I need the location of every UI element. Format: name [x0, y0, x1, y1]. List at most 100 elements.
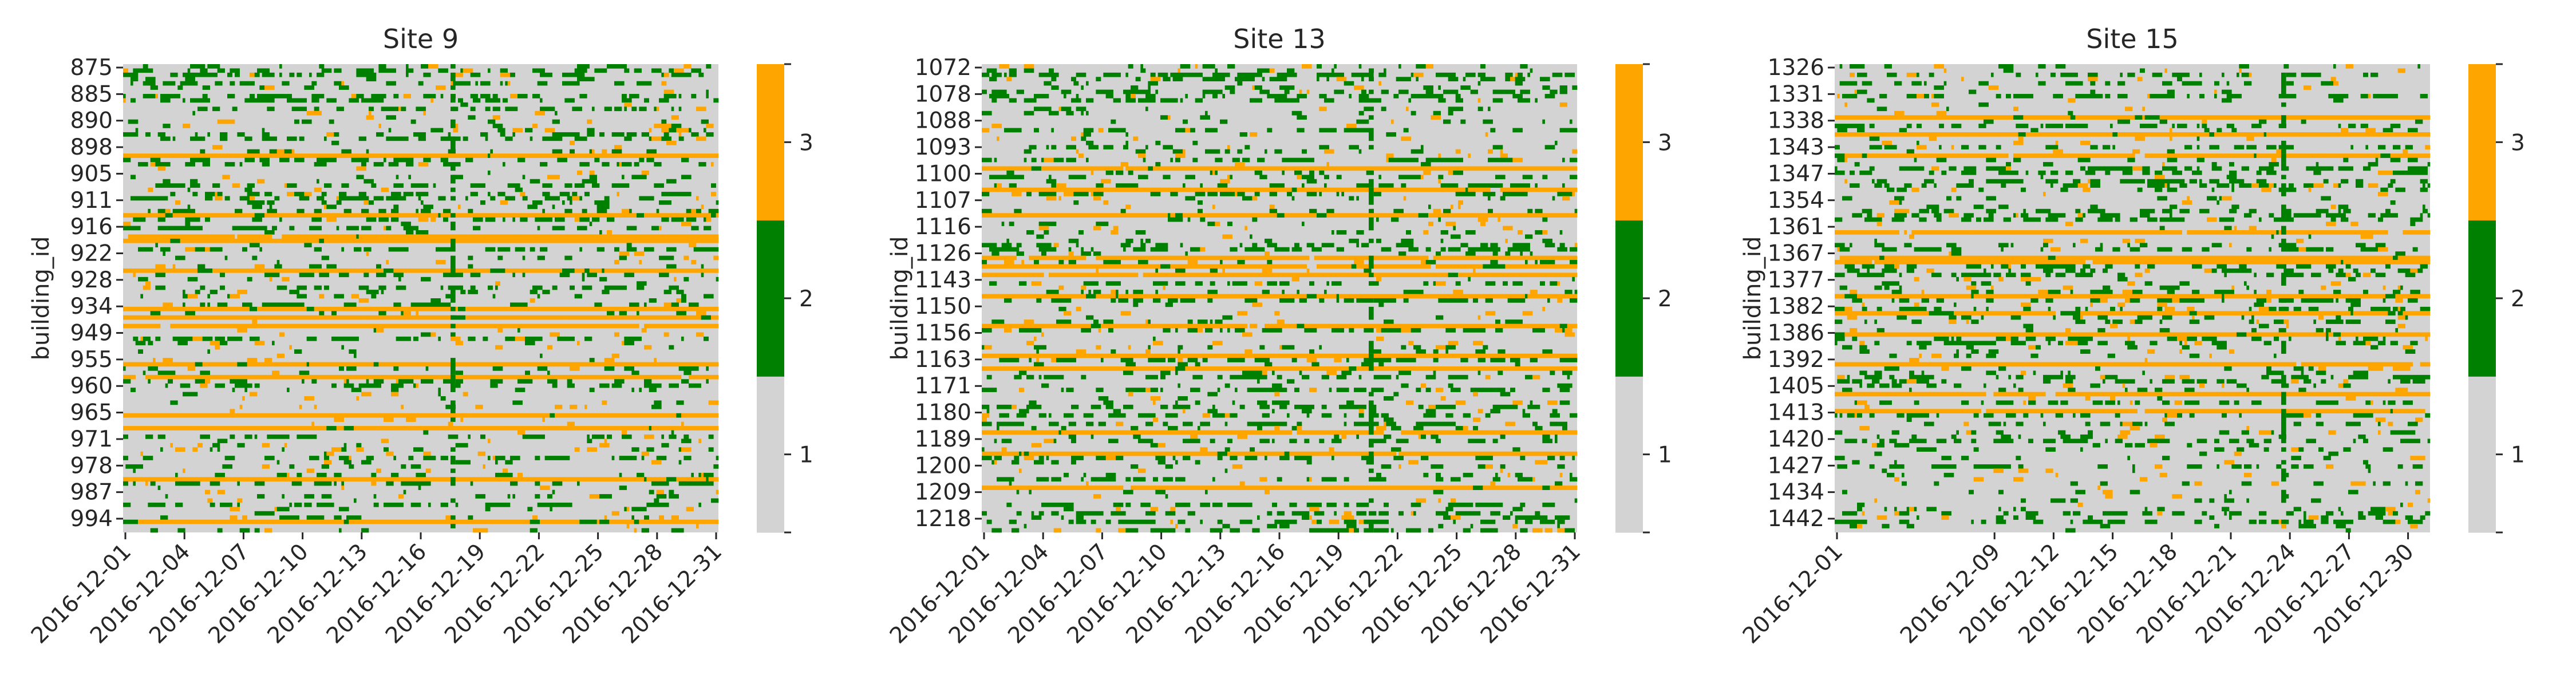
heatmap-cell — [1252, 243, 1258, 248]
heatmap-cell — [1088, 145, 1099, 150]
heatmap-cell — [654, 400, 662, 405]
heatmap-cell — [2147, 179, 2158, 184]
heatmap-cell — [1071, 136, 1076, 141]
heatmap-cell — [1252, 528, 1260, 533]
heatmap-cell — [2289, 183, 2294, 188]
heatmap-cell — [2380, 213, 2391, 218]
heatmap-cell — [451, 388, 456, 392]
heatmap-cell — [579, 519, 590, 524]
heatmap-cell — [1081, 374, 1086, 380]
heatmap-cell — [287, 136, 297, 141]
heatmap-cell — [1252, 196, 1258, 201]
heatmap-cell — [1239, 353, 1245, 358]
heatmap-cell — [1309, 170, 1314, 175]
heatmap-cell — [421, 362, 466, 367]
heatmap-cell — [1445, 187, 1466, 192]
heatmap-cell — [1458, 298, 1468, 303]
heatmap-cell — [2187, 132, 2210, 137]
heatmap-cell — [1500, 153, 1508, 158]
heatmap-cell — [701, 273, 704, 278]
heatmap-cell — [2244, 213, 2252, 218]
heatmap-cell — [423, 430, 429, 435]
heatmap-cell — [1518, 230, 1523, 235]
heatmap-cell — [453, 72, 463, 77]
heatmap-cell — [187, 306, 232, 311]
heatmap-cell — [396, 175, 399, 180]
heatmap-cell — [123, 226, 131, 231]
heatmap-cell — [2423, 208, 2428, 214]
heatmap-cell — [183, 124, 191, 128]
heatmap-cell — [663, 290, 671, 294]
heatmap-cell — [2159, 217, 2165, 222]
heatmap-cell — [1257, 379, 1260, 384]
heatmap-cell — [187, 294, 198, 299]
heatmap-cell — [1334, 511, 1337, 516]
heatmap-cell — [369, 153, 389, 158]
heatmap-cell — [2164, 94, 2175, 98]
heatmap-cell — [1009, 247, 1014, 252]
heatmap-cell — [1041, 157, 1044, 163]
heatmap-cell — [123, 477, 143, 482]
heatmap-cell — [1051, 187, 1061, 192]
heatmap-cell — [1145, 439, 1151, 444]
heatmap-cell — [2187, 81, 2192, 86]
heatmap-cell — [1262, 290, 1270, 294]
heatmap-cell — [644, 98, 649, 103]
heatmap-cell — [2266, 145, 2277, 150]
heatmap-cell — [681, 72, 692, 77]
heatmap-cell — [2137, 77, 2143, 82]
heatmap-cell — [1302, 404, 1307, 409]
heatmap-cell — [287, 192, 295, 196]
heatmap-cell — [555, 217, 565, 222]
heatmap-cell — [716, 456, 719, 460]
heatmap-cell — [339, 336, 344, 341]
heatmap-cell — [1269, 208, 1277, 214]
heatmap-cell — [1445, 157, 1456, 163]
heatmap-cell — [1403, 290, 1409, 294]
heatmap-cell — [1224, 85, 1235, 90]
y-axis-label: building_id — [28, 236, 54, 361]
heatmap-cell — [1391, 119, 1394, 124]
heatmap-cell — [1222, 268, 1225, 273]
heatmap-cell — [681, 421, 684, 427]
heatmap-cell — [1349, 404, 1352, 409]
heatmap-cell — [1230, 175, 1232, 180]
heatmap-cell — [2313, 183, 2324, 188]
colorbar-tick-label: 3 — [1658, 130, 1672, 156]
heatmap-cell — [1160, 72, 1163, 77]
heatmap-cell — [696, 477, 706, 482]
heatmap-cell — [123, 153, 165, 158]
heatmap-cell — [1150, 388, 1158, 392]
heatmap-cell — [651, 460, 662, 465]
heatmap-cell — [624, 273, 634, 278]
heatmap-cell — [195, 362, 203, 367]
heatmap-cell — [706, 481, 714, 486]
heatmap-cell — [1396, 358, 1401, 362]
heatmap-cell — [192, 192, 198, 196]
heatmap-cell — [696, 524, 699, 528]
heatmap-cell — [319, 264, 322, 269]
heatmap-cell — [1458, 477, 1461, 482]
heatmap-cell — [1559, 230, 1563, 235]
heatmap-cell — [1051, 460, 1059, 465]
heatmap-cell — [205, 247, 210, 252]
heatmap-cell — [510, 456, 513, 460]
heatmap-cell — [250, 306, 258, 311]
heatmap-cell — [663, 132, 669, 137]
heatmap-cell — [1185, 298, 1195, 303]
heatmap-cell — [532, 247, 535, 252]
heatmap-cell — [2162, 166, 2167, 171]
heatmap-cell — [1185, 128, 1191, 133]
heatmap-cell — [1378, 81, 1381, 86]
heatmap-cell — [1061, 374, 1064, 380]
heatmap-cell — [1113, 260, 1121, 264]
heatmap-cell — [123, 132, 131, 137]
heatmap-cell — [1009, 481, 1012, 486]
heatmap-cell — [475, 81, 478, 86]
heatmap-cell — [2125, 166, 2130, 171]
heatmap-cell — [1376, 472, 1381, 477]
heatmap-cell — [187, 153, 220, 158]
heatmap-cell — [1024, 451, 1029, 456]
heatmap-cell — [1145, 349, 1151, 354]
heatmap-cell — [1078, 153, 1084, 158]
